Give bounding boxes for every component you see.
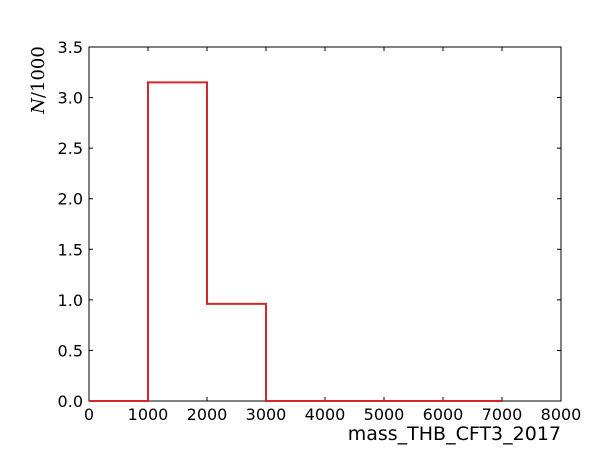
y-axis-ticks	[89, 46, 561, 402]
y-tick-label: 2.0	[58, 190, 83, 209]
x-tick-label: 0	[84, 405, 94, 424]
y-tick-label: 3.5	[58, 38, 83, 57]
series-layer	[89, 81, 502, 402]
x-tick-label: 5000	[364, 405, 405, 424]
y-tick-label: 0.0	[58, 392, 83, 411]
y-tick-label: 1.0	[58, 291, 83, 310]
x-tick-label: 4000	[305, 405, 346, 424]
x-axis-ticks	[88, 47, 562, 401]
y-axis-label: N/1000	[28, 46, 49, 115]
x-tick-label: 6000	[423, 405, 464, 424]
x-axis-tick-labels: 0 1000 2000 3000 4000 5000 6000 7000 8000	[84, 405, 581, 424]
y-tick-label: 3.0	[58, 89, 83, 108]
y-axis-label-main: N	[28, 97, 49, 115]
x-tick-label: 8000	[541, 405, 582, 424]
plot-area-frame	[88, 46, 562, 402]
x-tick-label: 3000	[246, 405, 287, 424]
x-tick-label: 7000	[482, 405, 523, 424]
x-axis-label: mass_THB_CFT3_2017	[348, 423, 561, 445]
x-tick-label: 1000	[128, 405, 169, 424]
y-tick-label: 0.5	[58, 341, 83, 360]
y-tick-label: 1.5	[58, 240, 83, 259]
x-tick-label: 2000	[187, 405, 228, 424]
y-tick-label: 2.5	[58, 139, 83, 158]
y-axis-label-rest: /1000	[28, 46, 49, 98]
y-axis-tick-labels: 0.0 0.5 1.0 1.5 2.0 2.5 3.0 3.5	[58, 38, 83, 411]
histogram-step-line	[89, 81, 502, 402]
